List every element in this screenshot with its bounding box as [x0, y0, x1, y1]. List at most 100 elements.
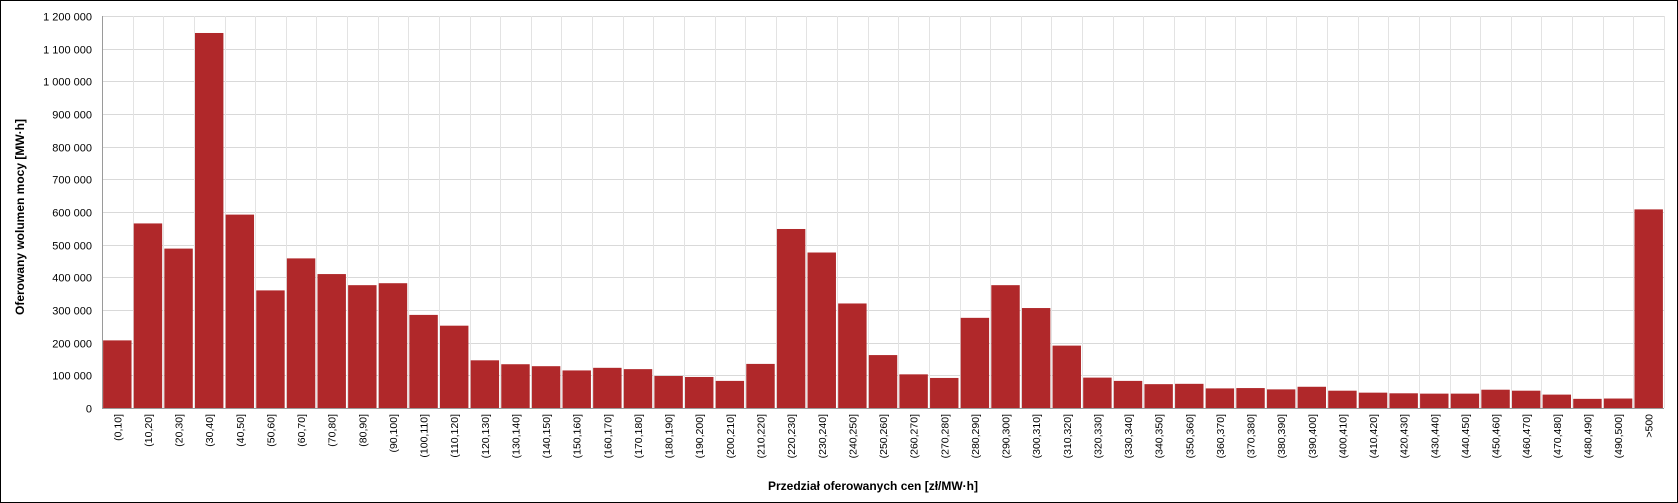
x-tick-label: (40,50]: [235, 414, 247, 447]
y-tick-label: 1 100 000: [43, 45, 92, 57]
y-tick-label: 600 000: [52, 208, 92, 220]
bar: [1236, 388, 1265, 408]
y-tick-label: 900 000: [52, 110, 92, 122]
bar: [960, 317, 990, 408]
bar: [1144, 384, 1173, 408]
bar: [440, 325, 469, 408]
bar: [654, 375, 683, 408]
x-tick-label: (210,220]: [755, 414, 767, 458]
bar: [1420, 393, 1449, 408]
x-tick-label: (270,280]: [939, 414, 951, 458]
bar: [1052, 345, 1081, 408]
y-tick-label: 200 000: [52, 339, 92, 351]
x-tick-label: (340,350]: [1154, 414, 1166, 458]
x-tick-label: (130,140]: [510, 414, 522, 458]
x-tick-label: (380,390]: [1276, 414, 1288, 458]
x-tick-label: (420,430]: [1399, 414, 1411, 458]
x-tick-label: (400,410]: [1337, 414, 1349, 458]
x-tick-label: (460,470]: [1521, 414, 1533, 458]
y-tick-label: 1 200 000: [43, 12, 92, 24]
y-tick-label: 300 000: [52, 306, 92, 318]
bar: [1175, 383, 1204, 408]
bar: [623, 369, 653, 408]
bar: [256, 290, 285, 408]
bar: [868, 355, 898, 408]
x-tick-label: (160,170]: [602, 414, 614, 458]
bar: [317, 274, 346, 408]
bar: [1389, 393, 1418, 408]
x-tick-label: (350,360]: [1184, 414, 1196, 458]
x-tick-label: (60,70]: [296, 414, 308, 447]
x-axis-title: Przedział oferowanych cen [zł/MW·h]: [768, 479, 978, 493]
bar: [1328, 390, 1357, 408]
x-tick-label: (30,40]: [204, 414, 216, 447]
bar: [562, 370, 591, 408]
x-tick-label: (180,190]: [664, 414, 676, 458]
x-tick-label: (150,160]: [572, 414, 584, 458]
x-tick-label: (290,300]: [1001, 414, 1013, 458]
bar: [1450, 393, 1480, 408]
axes: [102, 16, 1664, 409]
bar: [1297, 386, 1326, 408]
bar: [470, 360, 500, 408]
x-tick-label: (230,240]: [817, 414, 829, 458]
bar: [348, 285, 377, 408]
x-tick-label: (50,60]: [265, 414, 277, 447]
bar: [930, 377, 959, 408]
bar: [1634, 209, 1663, 408]
x-tick-label: (450,460]: [1491, 414, 1503, 458]
x-tick-label: (440,450]: [1460, 414, 1472, 458]
x-tick-label: (410,420]: [1368, 414, 1380, 458]
bar: [194, 32, 224, 409]
x-tick-label: (320,330]: [1092, 414, 1104, 458]
x-tick-label: >500: [1644, 414, 1656, 438]
bar: [378, 283, 408, 408]
x-tick-label: (10,20]: [143, 414, 155, 447]
bar: [746, 363, 775, 408]
x-tick-label: (170,180]: [633, 414, 645, 458]
bar: [501, 364, 530, 408]
y-tick-label: 500 000: [52, 241, 92, 253]
x-tick-label: (90,100]: [388, 414, 400, 453]
x-tick-label: (220,230]: [786, 414, 798, 458]
x-tick-label: (480,490]: [1582, 414, 1594, 458]
bar: [807, 252, 836, 408]
x-tick-label: (100,110]: [419, 414, 431, 458]
y-tick-labels: 0 100 000 200 000 300 000 400 000 500 000 600 …: [43, 12, 92, 416]
x-tick-label: (260,270]: [909, 414, 921, 458]
x-tick-label: (370,380]: [1246, 414, 1258, 458]
y-tick-label: 800 000: [52, 143, 92, 155]
bar: [776, 228, 806, 408]
bars: [103, 32, 1663, 409]
bar: [1083, 377, 1112, 408]
x-tick-label: (390,400]: [1307, 414, 1319, 458]
bar: [1021, 308, 1051, 408]
y-tick-label: 1 000 000: [43, 77, 92, 89]
x-tick-label: (20,30]: [174, 414, 186, 447]
x-tick-label: (280,290]: [970, 414, 982, 458]
y-tick-label: 400 000: [52, 273, 92, 285]
x-tick-label: (470,480]: [1552, 414, 1564, 458]
x-tick-label: (300,310]: [1031, 414, 1043, 458]
bar: [1542, 394, 1572, 408]
x-tick-label: (80,90]: [357, 414, 369, 447]
x-tick-label: (310,320]: [1062, 414, 1074, 458]
x-tick-label: (490,500]: [1613, 414, 1625, 458]
bar: [715, 380, 745, 408]
x-tick-label: (200,210]: [725, 414, 737, 458]
x-tick-label: (110,120]: [449, 414, 461, 458]
bar: [531, 366, 561, 408]
bar: [991, 285, 1020, 408]
bar: [593, 367, 622, 408]
bar: [164, 248, 193, 408]
bar: [1358, 392, 1388, 408]
x-tick-label: (190,200]: [694, 414, 706, 458]
bar: [1205, 388, 1235, 408]
bar: [1511, 390, 1541, 408]
y-tick-label: 100 000: [52, 371, 92, 383]
x-tick-label: (120,130]: [480, 414, 492, 458]
bar: [103, 340, 132, 408]
bar: [899, 374, 928, 408]
